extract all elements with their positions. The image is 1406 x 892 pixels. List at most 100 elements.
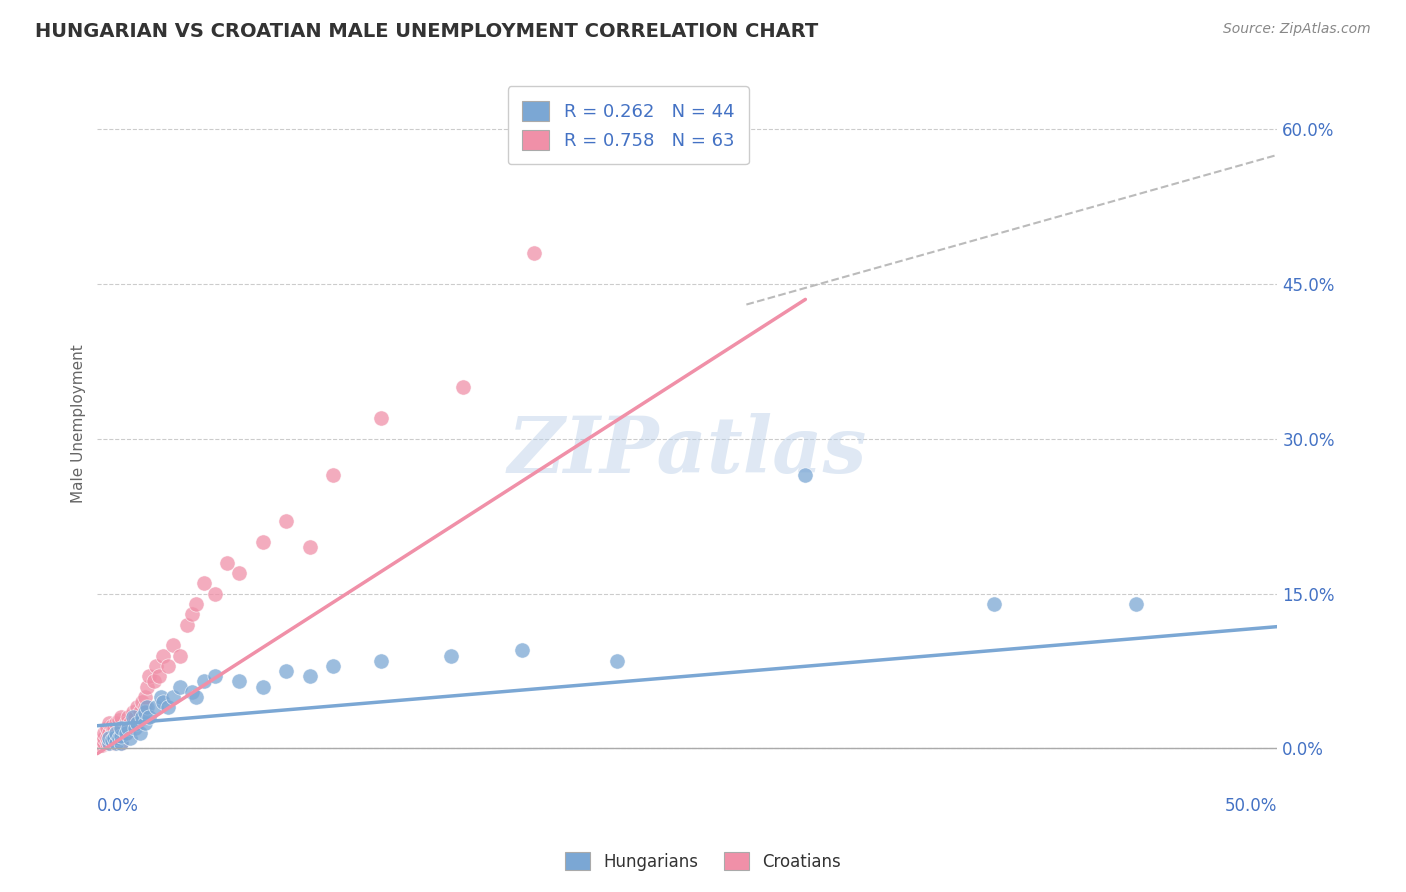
Point [114,726,136,740]
Point [120,731,142,745]
Legend: Hungarians, Croatians: Hungarians, Croatians [557,844,849,880]
Point [117,721,139,735]
Point [143,674,166,689]
Point [93,736,115,750]
Text: 50.0%: 50.0% [1225,797,1278,814]
Point [370,654,392,668]
Point [114,726,136,740]
Point [252,535,274,549]
Point [135,680,157,694]
Point [322,658,344,673]
Point [105,715,128,730]
Point [114,715,136,730]
Point [98,726,121,740]
Point [105,726,128,740]
Point [128,726,150,740]
Point [162,690,184,704]
Point [96,731,118,745]
Point [110,736,132,750]
Point [98,731,121,745]
Point [103,729,125,743]
Point [110,721,132,735]
Point [134,715,156,730]
Point [322,467,344,482]
Point [110,721,132,735]
Point [451,380,474,394]
Point [298,540,321,554]
Point [120,715,142,730]
Point [228,674,250,689]
Point [110,710,132,724]
Point [186,690,208,704]
Point [145,700,167,714]
Point [127,715,149,730]
Point [124,710,146,724]
Text: ZIPatlas: ZIPatlas [508,413,868,489]
Point [100,733,122,747]
Point [98,715,121,730]
Point [96,736,118,750]
Point [93,726,115,740]
Point [606,654,628,668]
Point [193,674,215,689]
Point [134,690,156,704]
Point [152,695,174,709]
Point [186,597,208,611]
Point [298,669,321,683]
Point [98,731,121,745]
Y-axis label: Male Unemployment: Male Unemployment [72,344,86,502]
Point [117,710,139,724]
Point [180,607,202,622]
Point [180,684,202,698]
Point [150,690,173,704]
Point [91,733,114,747]
Point [98,736,121,750]
Point [138,710,160,724]
Point [124,721,146,735]
Point [107,731,129,745]
Point [105,736,128,750]
Point [193,576,215,591]
Point [510,643,533,657]
Legend: R = 0.262   N = 44, R = 0.758   N = 63: R = 0.262 N = 44, R = 0.758 N = 63 [508,87,749,164]
Point [152,648,174,663]
Point [157,658,180,673]
Point [794,467,817,482]
Point [138,669,160,683]
Point [169,648,191,663]
Point [91,739,114,753]
Point [148,669,170,683]
Point [107,723,129,737]
Point [370,411,392,425]
Point [110,729,132,743]
Point [135,700,157,714]
Point [252,680,274,694]
Point [131,710,153,724]
Point [100,726,122,740]
Text: 0.0%: 0.0% [97,797,139,814]
Point [107,713,129,727]
Point [162,638,184,652]
Point [96,721,118,735]
Point [121,710,143,724]
Point [204,586,226,600]
Point [100,733,122,747]
Point [217,556,239,570]
Point [93,731,115,745]
Point [169,680,191,694]
Point [131,695,153,709]
Point [107,731,129,745]
Point [523,246,546,260]
Point [134,706,156,720]
Point [134,700,156,714]
Point [440,648,463,663]
Point [103,736,125,750]
Point [100,719,122,733]
Point [157,700,180,714]
Point [276,664,298,678]
Point [176,617,198,632]
Point [228,566,250,580]
Point [276,514,298,528]
Point [1125,597,1147,611]
Text: HUNGARIAN VS CROATIAN MALE UNEMPLOYMENT CORRELATION CHART: HUNGARIAN VS CROATIAN MALE UNEMPLOYMENT … [35,22,818,41]
